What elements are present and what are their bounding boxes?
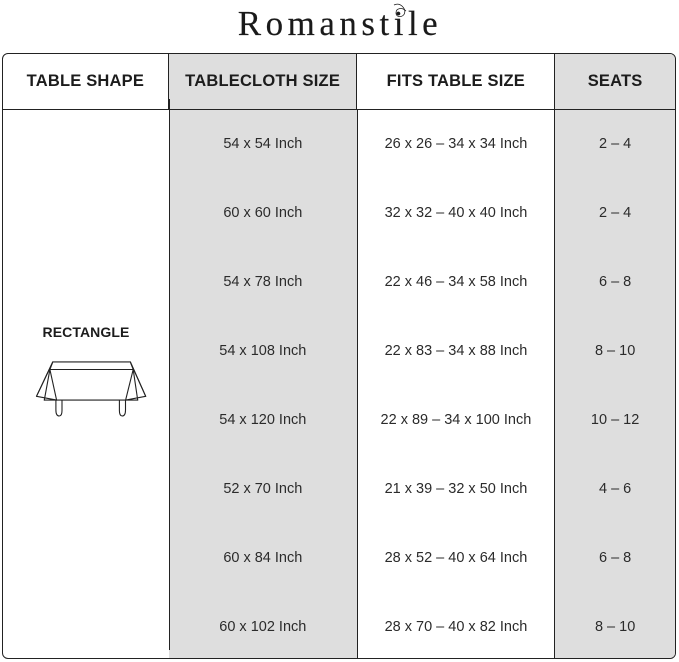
- svg-text:Romanstile: Romanstile: [238, 4, 442, 43]
